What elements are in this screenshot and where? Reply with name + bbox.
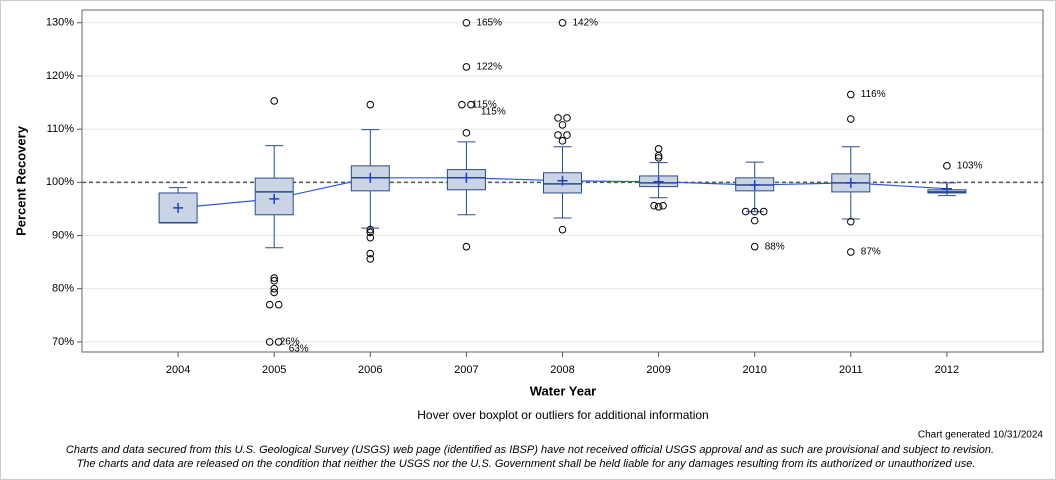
x-tick-label: 2006 [358, 364, 382, 376]
mean-marker [941, 183, 952, 194]
x-tick-label: 2008 [550, 364, 574, 376]
outlier[interactable] [462, 63, 471, 71]
mean-marker [653, 176, 664, 187]
outlier[interactable] [750, 216, 759, 225]
disclaimer: The charts and data are released on the … [77, 458, 976, 470]
outlier[interactable] [366, 100, 375, 109]
outlier[interactable] [462, 18, 471, 27]
outlier[interactable] [274, 338, 283, 346]
outlier[interactable] [554, 131, 562, 139]
outlier[interactable] [366, 225, 375, 234]
outlier[interactable] [270, 276, 279, 285]
outlier[interactable] [554, 114, 562, 122]
outlier[interactable] [270, 284, 279, 293]
outlier-label: 165% [476, 17, 502, 28]
x-tick-label: 2012 [935, 364, 959, 376]
mean-marker [269, 193, 280, 204]
outlier[interactable] [741, 207, 750, 216]
outlier-label: 116% [861, 89, 886, 100]
outlier[interactable] [750, 242, 759, 251]
outlier[interactable] [458, 100, 466, 109]
outlier[interactable] [274, 300, 283, 309]
outlier[interactable] [759, 207, 768, 216]
outlier[interactable] [847, 90, 855, 99]
outlier[interactable] [462, 242, 471, 251]
y-tick-label: 130% [46, 17, 74, 29]
outlier[interactable] [265, 338, 274, 346]
x-tick-label: 2007 [454, 364, 478, 376]
y-tick-label: 100% [46, 176, 74, 188]
outlier-label: 142% [573, 17, 599, 28]
outlier[interactable] [847, 248, 855, 256]
outlier[interactable] [270, 97, 279, 105]
outlier[interactable] [558, 121, 567, 129]
outlier[interactable] [467, 100, 475, 109]
disclaimer: Charts and data secured from this U.S. G… [66, 444, 994, 456]
outlier[interactable] [847, 217, 855, 226]
outlier[interactable] [366, 228, 375, 237]
y-tick-label: 90% [52, 229, 74, 241]
outlier[interactable] [563, 114, 571, 122]
outlier-label: 87% [861, 247, 881, 258]
y-tick-label: 70% [52, 336, 74, 348]
hover-note: Hover over boxplot or outliers for addit… [417, 408, 708, 422]
outlier[interactable] [750, 207, 759, 216]
x-tick-label: 2005 [262, 364, 286, 376]
x-axis-title: Water Year [530, 383, 597, 398]
outlier[interactable] [943, 162, 951, 170]
mean-marker [173, 202, 184, 213]
outlier[interactable] [654, 202, 663, 211]
mean-marker [845, 177, 856, 188]
mean-marker [461, 172, 472, 183]
y-tick-label: 110% [47, 123, 75, 135]
outlier-label: 103% [957, 160, 983, 171]
outlier[interactable] [654, 145, 663, 153]
outlier[interactable] [659, 201, 667, 210]
outlier[interactable] [366, 255, 375, 263]
outlier[interactable] [265, 300, 274, 309]
mean-marker [749, 179, 760, 190]
outlier[interactable] [558, 225, 567, 234]
outlier[interactable] [366, 249, 375, 258]
mean-marker [557, 175, 568, 186]
outlier[interactable] [563, 131, 571, 139]
y-tick-label: 80% [52, 283, 74, 295]
mean-marker [365, 172, 376, 183]
outlier-label: 63% [289, 344, 309, 355]
x-tick-label: 2004 [166, 364, 190, 376]
outlier-label: 26% [280, 337, 300, 348]
outlier[interactable] [462, 129, 471, 137]
outlier[interactable] [366, 233, 375, 242]
outlier[interactable] [558, 18, 567, 27]
outlier[interactable] [270, 288, 279, 297]
x-tick-label: 2010 [742, 364, 766, 376]
y-tick-label: 120% [46, 70, 74, 82]
outlier-label: 115% [472, 99, 497, 110]
outlier[interactable] [654, 154, 663, 162]
outlier[interactable] [650, 201, 658, 210]
outlier[interactable] [847, 115, 855, 123]
x-tick-label: 2009 [646, 364, 670, 376]
outlier-label: 88% [765, 241, 785, 252]
y-axis-title: Percent Recovery [13, 125, 28, 236]
outlier-label: 115% [481, 106, 506, 117]
outlier-label: 122% [476, 62, 502, 73]
outlier[interactable] [558, 137, 567, 145]
x-tick-label: 2011 [839, 364, 863, 376]
outlier[interactable] [654, 151, 663, 160]
outlier[interactable] [270, 274, 279, 282]
generated-note: Chart generated 10/31/2024 [918, 430, 1044, 441]
plot-frame [81, 9, 1044, 353]
